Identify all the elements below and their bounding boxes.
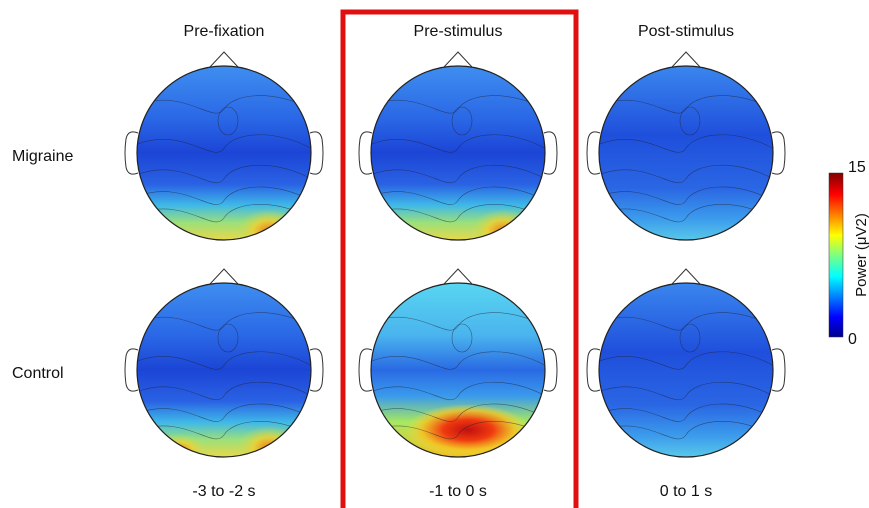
row-label: Migraine <box>12 148 73 165</box>
ear <box>771 348 786 392</box>
column-title: Post-stimulus <box>638 23 734 40</box>
head-fill <box>599 66 773 240</box>
nose <box>443 51 473 68</box>
topomap <box>586 51 786 241</box>
column-title: Pre-fixation <box>184 23 265 40</box>
ear <box>124 131 139 175</box>
contour <box>371 403 545 422</box>
contour <box>371 351 545 370</box>
map <box>371 66 545 240</box>
head-fill <box>137 66 311 240</box>
colorbar-tick-label: 0 <box>848 331 857 348</box>
topomaps <box>124 51 786 458</box>
map <box>137 283 311 457</box>
ear <box>586 348 601 392</box>
contour <box>371 204 545 223</box>
nose <box>443 268 473 285</box>
head-fill <box>371 66 545 240</box>
contour <box>371 95 545 114</box>
contour <box>137 421 311 440</box>
nose <box>671 51 701 68</box>
contour <box>371 134 545 153</box>
contour <box>137 134 311 153</box>
contour <box>599 351 773 370</box>
head-outline <box>370 282 546 458</box>
contour <box>217 323 239 353</box>
map <box>137 66 311 240</box>
contour <box>599 134 773 153</box>
contour <box>599 204 773 223</box>
ear <box>771 131 786 175</box>
topomap <box>124 268 324 458</box>
nose <box>209 51 239 68</box>
contour <box>451 106 473 136</box>
contour <box>371 381 545 401</box>
contour <box>371 421 545 440</box>
ear <box>586 131 601 175</box>
ear <box>358 348 373 392</box>
head-fill <box>599 283 773 457</box>
contour <box>371 312 545 331</box>
nose <box>671 268 701 285</box>
contour <box>451 323 473 353</box>
hot-spot <box>237 209 301 240</box>
contour <box>599 186 773 205</box>
contour <box>599 164 773 184</box>
contour <box>599 312 773 331</box>
map <box>371 283 545 457</box>
ear <box>543 131 558 175</box>
ear <box>309 131 324 175</box>
head-outline <box>370 65 546 241</box>
column-title: Pre-stimulus <box>414 23 503 40</box>
topomap <box>358 51 558 241</box>
contour <box>137 403 311 422</box>
head-outline <box>136 65 312 241</box>
contour <box>371 186 545 205</box>
ear <box>358 131 373 175</box>
topomap <box>586 268 786 458</box>
ear <box>543 348 558 392</box>
contour <box>137 164 311 184</box>
contour <box>137 186 311 205</box>
time-label: -1 to 0 s <box>429 483 487 500</box>
ear <box>124 348 139 392</box>
time-label: -3 to -2 s <box>192 483 255 500</box>
topomap <box>358 268 558 458</box>
contour <box>137 204 311 223</box>
hot-spot <box>471 209 535 240</box>
nose <box>209 268 239 285</box>
contour <box>679 323 701 353</box>
colorbar-label: Power (μV2) <box>853 213 869 297</box>
contour <box>599 381 773 401</box>
topomap <box>124 51 324 241</box>
hot-spot <box>151 434 207 457</box>
head-outline <box>598 65 774 241</box>
colorbar <box>828 172 844 338</box>
contour <box>137 351 311 370</box>
contour <box>679 106 701 136</box>
contour <box>599 421 773 440</box>
head-outline <box>136 282 312 458</box>
time-label: 0 to 1 s <box>660 483 712 500</box>
hot-spot <box>237 426 301 457</box>
hot-spot <box>406 404 530 456</box>
contour <box>137 312 311 331</box>
contour <box>371 164 545 184</box>
row-label: Control <box>12 365 64 382</box>
map <box>599 66 773 240</box>
map <box>599 283 773 457</box>
ear <box>309 348 324 392</box>
highlight-box <box>340 9 579 508</box>
contour <box>599 403 773 422</box>
contour <box>137 381 311 401</box>
contour <box>217 106 239 136</box>
head-fill <box>137 283 311 457</box>
contour <box>137 95 311 114</box>
colorbar-tick-label: 15 <box>848 159 866 176</box>
head-outline <box>598 282 774 458</box>
contour <box>599 95 773 114</box>
